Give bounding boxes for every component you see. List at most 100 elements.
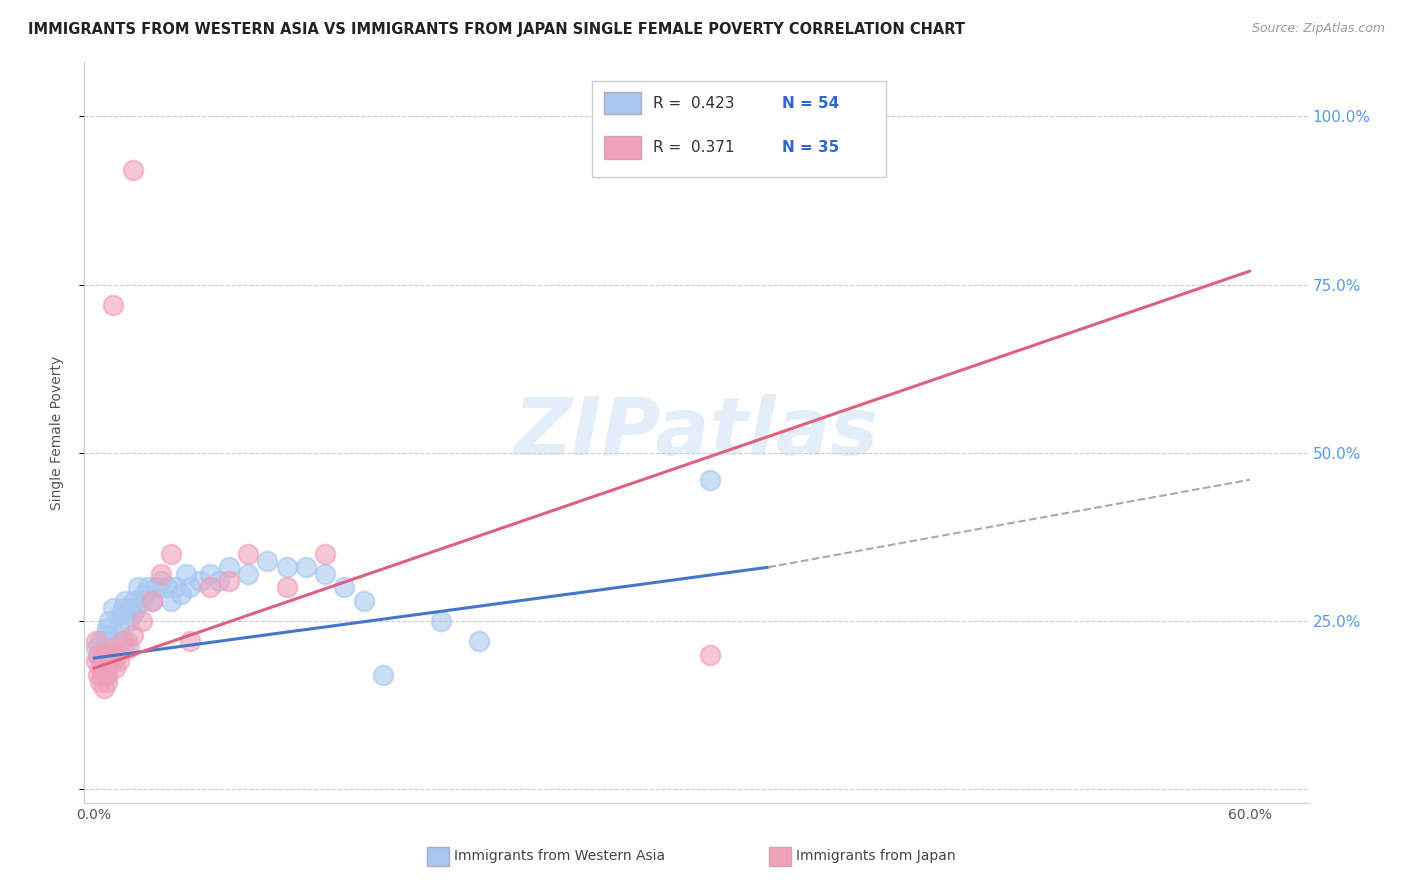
Point bbox=[127, 581, 149, 595]
Point bbox=[105, 648, 128, 662]
Point bbox=[179, 634, 201, 648]
Point bbox=[94, 648, 117, 662]
Point bbox=[120, 600, 142, 615]
Point bbox=[160, 594, 183, 608]
Point bbox=[84, 634, 107, 648]
Point bbox=[295, 560, 318, 574]
Text: Immigrants from Japan: Immigrants from Japan bbox=[796, 849, 956, 863]
Point bbox=[814, 129, 837, 144]
Point bbox=[89, 661, 111, 675]
Point bbox=[90, 655, 112, 669]
Point bbox=[160, 547, 183, 561]
Point bbox=[103, 600, 125, 615]
Point bbox=[94, 627, 117, 641]
Point bbox=[353, 594, 375, 608]
Point bbox=[111, 600, 134, 615]
Point bbox=[87, 648, 110, 662]
Point bbox=[93, 661, 115, 675]
Point bbox=[98, 648, 121, 662]
Point bbox=[276, 560, 298, 574]
Point bbox=[111, 634, 134, 648]
Point bbox=[118, 640, 141, 655]
Point bbox=[218, 574, 240, 588]
Point bbox=[314, 566, 336, 581]
Point bbox=[100, 655, 122, 669]
Text: IMMIGRANTS FROM WESTERN ASIA VS IMMIGRANTS FROM JAPAN SINGLE FEMALE POVERTY CORR: IMMIGRANTS FROM WESTERN ASIA VS IMMIGRAN… bbox=[28, 22, 965, 37]
Text: R =  0.371: R = 0.371 bbox=[654, 140, 735, 155]
Point bbox=[115, 634, 138, 648]
Point bbox=[103, 640, 125, 655]
Y-axis label: Single Female Poverty: Single Female Poverty bbox=[49, 356, 63, 509]
Point bbox=[333, 581, 356, 595]
Point bbox=[94, 668, 117, 682]
Point bbox=[98, 614, 121, 628]
Point bbox=[104, 661, 127, 675]
Point bbox=[103, 655, 125, 669]
Point bbox=[114, 594, 136, 608]
Point bbox=[98, 648, 121, 662]
Point bbox=[96, 621, 118, 635]
Point bbox=[131, 614, 153, 628]
Point bbox=[125, 600, 148, 615]
Point bbox=[150, 566, 173, 581]
Point bbox=[96, 661, 118, 675]
Point bbox=[188, 574, 211, 588]
Point bbox=[93, 681, 115, 696]
Point bbox=[90, 661, 112, 675]
Point bbox=[163, 581, 186, 595]
Point bbox=[179, 581, 201, 595]
Point bbox=[699, 473, 721, 487]
Point bbox=[108, 655, 131, 669]
Text: R =  0.423: R = 0.423 bbox=[654, 95, 735, 111]
Point bbox=[100, 640, 122, 655]
Point bbox=[110, 607, 132, 622]
Point bbox=[87, 648, 110, 662]
Point bbox=[371, 668, 394, 682]
Text: Immigrants from Western Asia: Immigrants from Western Asia bbox=[454, 849, 665, 863]
Point bbox=[93, 634, 115, 648]
Point bbox=[131, 594, 153, 608]
Point bbox=[84, 655, 107, 669]
Point bbox=[96, 674, 118, 689]
Point bbox=[89, 634, 111, 648]
Point bbox=[236, 566, 259, 581]
Bar bbox=[605, 136, 641, 159]
Point bbox=[84, 640, 107, 655]
Text: N = 35: N = 35 bbox=[782, 140, 839, 155]
Point bbox=[150, 574, 173, 588]
Point bbox=[108, 621, 131, 635]
Point bbox=[208, 574, 231, 588]
Point bbox=[699, 648, 721, 662]
Point bbox=[141, 594, 163, 608]
Text: N = 54: N = 54 bbox=[782, 95, 839, 111]
Point bbox=[103, 298, 125, 312]
Point bbox=[136, 581, 159, 595]
Point bbox=[121, 163, 143, 178]
Point bbox=[198, 581, 221, 595]
Point bbox=[89, 674, 111, 689]
Bar bbox=[769, 847, 792, 866]
Point bbox=[170, 587, 193, 601]
Point bbox=[90, 668, 112, 682]
Point bbox=[105, 634, 128, 648]
Point bbox=[87, 668, 110, 682]
Bar bbox=[427, 847, 449, 866]
Point bbox=[104, 627, 127, 641]
Point bbox=[236, 547, 259, 561]
Point bbox=[256, 553, 278, 567]
Point bbox=[276, 581, 298, 595]
Bar bbox=[605, 92, 641, 114]
Point bbox=[156, 581, 179, 595]
FancyBboxPatch shape bbox=[592, 81, 886, 178]
Point bbox=[218, 560, 240, 574]
Point bbox=[429, 614, 451, 628]
Point bbox=[94, 655, 117, 669]
Point bbox=[121, 627, 143, 641]
Point bbox=[121, 607, 143, 622]
Point bbox=[145, 581, 167, 595]
Point bbox=[118, 614, 141, 628]
Point bbox=[132, 587, 155, 601]
Point bbox=[96, 668, 118, 682]
Text: Source: ZipAtlas.com: Source: ZipAtlas.com bbox=[1251, 22, 1385, 36]
Point bbox=[124, 594, 146, 608]
